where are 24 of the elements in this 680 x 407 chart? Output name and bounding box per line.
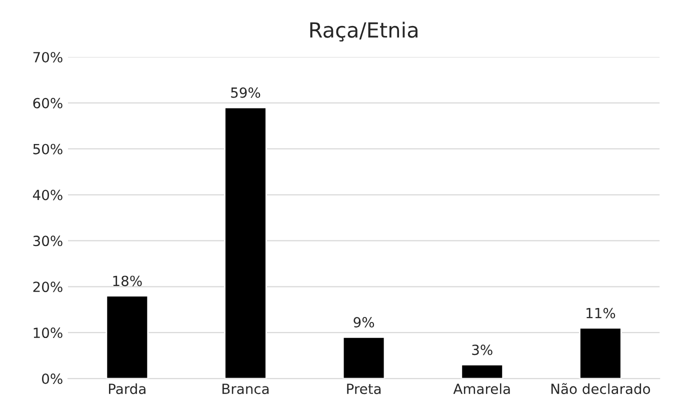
- x-tick-label: Não declarado: [551, 383, 650, 394]
- y-tick-label: 70%: [33, 52, 62, 62]
- y-tick-label: 50%: [33, 144, 62, 154]
- y-tick-label: 60%: [33, 98, 62, 108]
- x-tick-label: Branca: [222, 384, 269, 394]
- chart-title: Raça/Etnia: [310, 22, 418, 42]
- x-tick-label: Amarela: [453, 383, 510, 394]
- data-label: 59%: [231, 87, 260, 98]
- data-label: 9%: [354, 317, 374, 328]
- bar: [342, 336, 386, 379]
- bar: [460, 364, 504, 379]
- data-label: 11%: [586, 308, 616, 318]
- y-tick-label: 20%: [33, 282, 62, 292]
- data-label: 3%: [472, 344, 492, 356]
- bar: [106, 295, 149, 379]
- y-tick-label: 40%: [32, 190, 62, 200]
- x-tick-label: Preta: [347, 384, 381, 394]
- y-tick-label: 30%: [33, 236, 62, 246]
- y-tick-label: 0%: [42, 373, 62, 384]
- data-label: 18%: [113, 276, 142, 286]
- bar: [224, 106, 267, 379]
- y-tick-label: 10%: [34, 328, 62, 338]
- x-tick-label: Parda: [108, 383, 146, 394]
- bar: [579, 327, 622, 379]
